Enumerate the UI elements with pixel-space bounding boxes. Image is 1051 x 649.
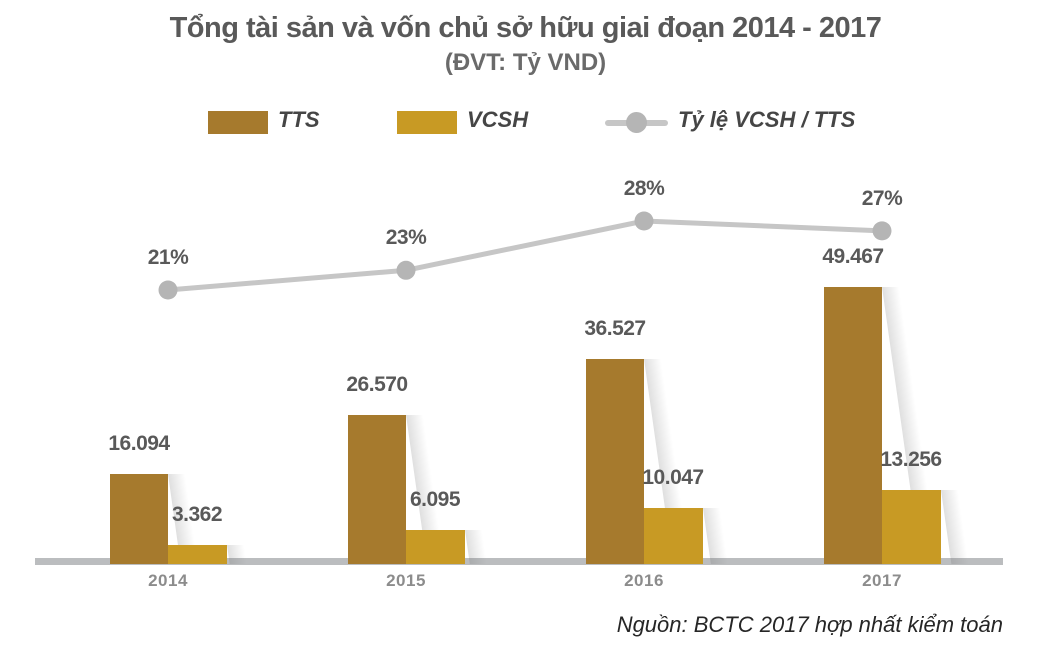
legend-label-vcsh: VCSH: [467, 107, 529, 132]
tts-bar: [110, 474, 168, 564]
vcsh-swatch-icon: [397, 111, 457, 134]
source-note: Nguồn: BCTC 2017 hợp nhất kiểm toán: [616, 612, 1003, 637]
tts-value-label: 16.094: [108, 432, 170, 455]
tts-bar: [586, 359, 644, 564]
x-axis-baseline: [35, 558, 1003, 565]
tts-bar: [348, 415, 406, 564]
chart-subtitle: (ĐVT: Tỷ VND): [444, 49, 607, 76]
ratio-percent-label: 23%: [385, 226, 427, 250]
vcsh-value-label: 3.362: [171, 503, 223, 526]
x-axis-year-label: 2015: [386, 571, 426, 590]
ratio-percent-label: 27%: [861, 186, 903, 210]
ratio-marker-icon: [396, 260, 416, 280]
ratio-percent-label: 21%: [147, 246, 189, 269]
tts-value-label: 36.527: [584, 317, 646, 340]
circle-marker-icon: [626, 112, 647, 133]
vcsh-value-label: 6.095: [409, 488, 461, 511]
legend-label-tts: TTS: [278, 107, 320, 132]
legend-label-ratio: Tỷ lệ VCSH / TTS: [678, 107, 856, 132]
x-axis-year-label: 2014: [148, 571, 188, 590]
ratio-marker-icon: [872, 221, 892, 241]
ratio-marker-icon: [634, 211, 654, 231]
tts-value-label: 26.570: [346, 373, 408, 396]
vcsh-bar: [882, 490, 941, 564]
vcsh-value-label: 13.256: [880, 448, 942, 471]
tts-swatch-icon: [208, 111, 268, 134]
vcsh-bar-shadow: [941, 490, 969, 564]
ratio-line: [167, 218, 883, 293]
vcsh-bar-shadow: [227, 545, 247, 564]
vcsh-value-label: 10.047: [642, 466, 704, 489]
tts-value-label: 49.467: [822, 245, 884, 268]
chart-title: Tổng tài sản và vốn chủ sở hữu giai đoạn…: [169, 12, 882, 44]
tts-bar: [824, 287, 882, 564]
ratio-percent-label: 28%: [623, 177, 665, 200]
vcsh-bar: [168, 545, 227, 564]
vcsh-bar: [644, 508, 703, 564]
vcsh-bar-shadow: [465, 530, 487, 564]
ratio-marker-icon: [158, 280, 178, 300]
x-axis-year-label: 2017: [862, 571, 902, 590]
vcsh-bar-shadow: [703, 508, 728, 564]
vcsh-bar: [406, 530, 465, 564]
x-axis-year-label: 2016: [624, 571, 664, 590]
